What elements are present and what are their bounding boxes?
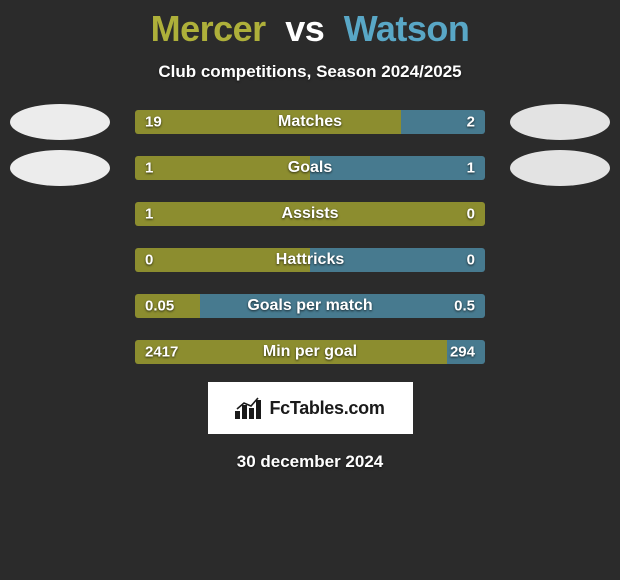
- stat-label: Assists: [282, 205, 339, 223]
- stat-value-left: 0: [145, 252, 153, 269]
- stat-bar: 19 2 Matches: [135, 110, 485, 134]
- avatar-right: [510, 104, 610, 140]
- stat-bar: 1 1 Goals: [135, 156, 485, 180]
- stat-value-right: 0: [467, 206, 475, 223]
- stat-bar-left-fill: [135, 156, 310, 180]
- stat-row: 1 1 Goals: [0, 156, 620, 180]
- stat-value-left: 1: [145, 160, 153, 177]
- stat-value-left: 19: [145, 114, 162, 131]
- stat-label: Goals: [288, 159, 332, 177]
- footer-logo: FcTables.com: [208, 382, 413, 434]
- stat-value-right: 0: [467, 252, 475, 269]
- title-player1: Mercer: [151, 8, 266, 49]
- bars-icon: [235, 397, 263, 419]
- subtitle: Club competitions, Season 2024/2025: [158, 62, 461, 82]
- title-player2: Watson: [344, 8, 470, 49]
- stat-label: Goals per match: [247, 297, 372, 315]
- stat-bar-left-fill: [135, 110, 401, 134]
- stat-rows: 19 2 Matches 1 1 Goals 1 0 Assists 0 0 Hattricks 0.0…: [0, 110, 620, 364]
- page-title: Mercer vs Watson: [151, 8, 470, 50]
- stat-label: Matches: [278, 113, 342, 131]
- stat-bar: 0 0 Hattricks: [135, 248, 485, 272]
- footer-logo-text: FcTables.com: [269, 398, 384, 419]
- avatar-left: [10, 104, 110, 140]
- stat-row: 0.05 0.5 Goals per match: [0, 294, 620, 318]
- stat-row: 0 0 Hattricks: [0, 248, 620, 272]
- stat-bar-right-fill: [310, 156, 485, 180]
- stat-value-right: 2: [467, 114, 475, 131]
- stat-value-right: 0.5: [454, 298, 475, 315]
- avatar-left: [10, 150, 110, 186]
- stat-label: Min per goal: [263, 343, 357, 361]
- stat-row: 2417 294 Min per goal: [0, 340, 620, 364]
- stat-value-left: 0.05: [145, 298, 174, 315]
- title-vs: vs: [285, 8, 324, 49]
- avatar-right: [510, 150, 610, 186]
- stat-value-right: 1: [467, 160, 475, 177]
- stat-bar: 1 0 Assists: [135, 202, 485, 226]
- footer-date: 30 december 2024: [237, 452, 384, 472]
- stat-value-right: 294: [450, 344, 475, 361]
- stat-bar: 0.05 0.5 Goals per match: [135, 294, 485, 318]
- stat-bar: 2417 294 Min per goal: [135, 340, 485, 364]
- stat-row: 1 0 Assists: [0, 202, 620, 226]
- stat-value-left: 1: [145, 206, 153, 223]
- stat-row: 19 2 Matches: [0, 110, 620, 134]
- stat-value-left: 2417: [145, 344, 178, 361]
- stat-label: Hattricks: [276, 251, 344, 269]
